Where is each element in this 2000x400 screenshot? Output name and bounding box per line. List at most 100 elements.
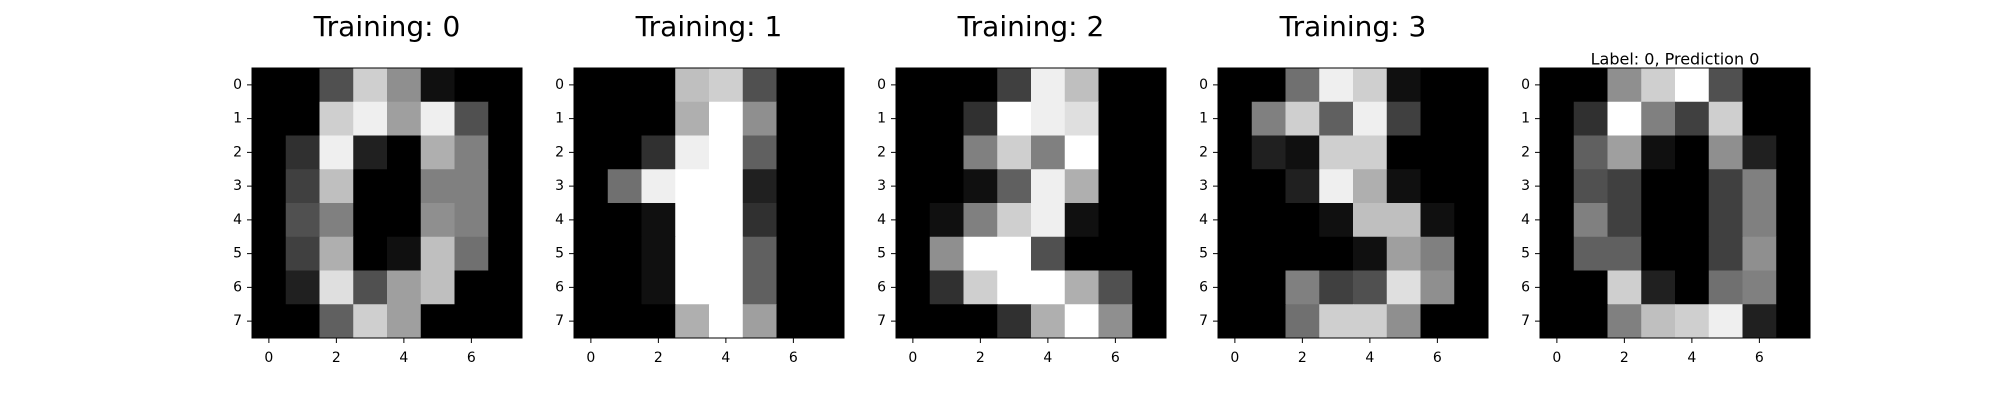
heatmap-cell (420, 236, 455, 271)
heatmap-cell (1386, 101, 1421, 136)
x-tick-label: 4 (399, 350, 408, 366)
heatmap-cell (1218, 169, 1253, 204)
heatmap-cell (285, 203, 320, 238)
y-tick-label: 2 (1521, 144, 1530, 160)
heatmap-cell (574, 101, 609, 136)
heatmap-cell (1251, 169, 1286, 204)
heatmap-cell (1285, 68, 1320, 103)
heatmap-cell (1641, 236, 1676, 271)
y-tick-label: 5 (555, 246, 564, 262)
heatmap-cell (1420, 101, 1455, 136)
heatmap-cell (488, 270, 523, 305)
y-tick-label: 3 (877, 178, 886, 194)
heatmap-cell (1218, 270, 1253, 305)
heatmap-cell (776, 68, 811, 103)
heatmap-cell (1064, 68, 1099, 103)
heatmap-cell (1132, 203, 1167, 238)
heatmap-cell (1031, 169, 1066, 204)
heatmap-cell (675, 169, 710, 204)
heatmap-cell (709, 169, 744, 204)
y-tick-label: 4 (555, 212, 564, 228)
y-tick-label: 2 (233, 144, 242, 160)
axes-frame (573, 67, 845, 339)
heatmap-cell (420, 169, 455, 204)
heatmap-cell (709, 304, 744, 339)
y-tick-label: 0 (1199, 77, 1208, 93)
heatmap-cell (1218, 101, 1253, 136)
heatmap-cell (252, 270, 287, 305)
heatmap-cell (1064, 304, 1099, 339)
heatmap-cell (1251, 68, 1286, 103)
heatmap-cell (1641, 203, 1676, 238)
heatmap-cell (1540, 203, 1575, 238)
x-tick-label: 2 (654, 350, 663, 366)
heatmap-cell (675, 270, 710, 305)
heatmap-cell (607, 135, 642, 170)
heatmap-cell (420, 203, 455, 238)
heatmap-cell (1031, 304, 1066, 339)
heatmap-cell (285, 236, 320, 271)
heatmap-cell (1251, 135, 1286, 170)
heatmap-cell (1031, 203, 1066, 238)
heatmap-cell (1573, 236, 1608, 271)
heatmap-cell (1132, 68, 1167, 103)
heatmap-cell (1285, 169, 1320, 204)
y-tick-label: 4 (877, 212, 886, 228)
y-tick-label: 6 (1521, 279, 1530, 295)
heatmap-cell (1675, 203, 1710, 238)
heatmap-cell (641, 68, 676, 103)
heatmap-cell (285, 169, 320, 204)
heatmap-cell (709, 68, 744, 103)
x-tick-label: 0 (264, 350, 273, 366)
heatmap-cell (1607, 270, 1642, 305)
panel-3: Training: 3 0 1 2 3 4 5 6 7 0 2 4 6 (1199, 10, 1489, 366)
heatmap-cell (285, 68, 320, 103)
heatmap-cell (1454, 270, 1489, 305)
x-tick-label: 2 (332, 350, 341, 366)
heatmap-cell (1641, 101, 1676, 136)
heatmap-cell (1251, 270, 1286, 305)
heatmap-cell (929, 101, 964, 136)
heatmap-cell (997, 68, 1032, 103)
heatmap-cell (1742, 135, 1777, 170)
y-tick-label: 1 (233, 111, 242, 127)
heatmap-cell (1132, 270, 1167, 305)
heatmap-cell (997, 101, 1032, 136)
heatmap-cell (1641, 304, 1676, 339)
heatmap-cell (1386, 270, 1421, 305)
panel-1: Training: 1 0 1 2 3 4 5 6 7 0 2 4 6 (555, 10, 845, 366)
heatmap-cell (1708, 270, 1743, 305)
heatmap-cell (776, 304, 811, 339)
heatmap-cell (776, 135, 811, 170)
heatmap-cell (1420, 68, 1455, 103)
heatmap-cell (1064, 169, 1099, 204)
y-tick-label: 0 (555, 77, 564, 93)
heatmap-cell (1675, 304, 1710, 339)
heatmap-cell (1218, 203, 1253, 238)
x-tick-label: 4 (1043, 350, 1052, 366)
heatmap-cell (1319, 135, 1354, 170)
x-tick-label: 2 (1620, 350, 1629, 366)
heatmap-cell (709, 236, 744, 271)
heatmap-cell (454, 236, 489, 271)
panel-4: Label: 0, Prediction 0 0 1 2 3 4 5 6 7 0 2 4 6 (1521, 50, 1811, 366)
heatmap-cell (607, 101, 642, 136)
heatmap-cell (963, 68, 998, 103)
heatmap-cell (1064, 135, 1099, 170)
x-tick-label: 2 (976, 350, 985, 366)
heatmap-cell (574, 135, 609, 170)
heatmap-cell (353, 169, 388, 204)
heatmap-cell (285, 135, 320, 170)
y-tick-label: 0 (233, 77, 242, 93)
heatmap-cell (810, 203, 845, 238)
heatmap-cell (1675, 270, 1710, 305)
heatmap-cell (963, 203, 998, 238)
heatmap-cell (641, 203, 676, 238)
heatmap-cell (1098, 68, 1133, 103)
heatmap-cell (353, 270, 388, 305)
heatmap-cell (1776, 169, 1811, 204)
panel-title: Training: 2 (957, 10, 1105, 43)
heatmap-cell (1285, 135, 1320, 170)
heatmap-cell (1319, 101, 1354, 136)
heatmap-cell (488, 68, 523, 103)
